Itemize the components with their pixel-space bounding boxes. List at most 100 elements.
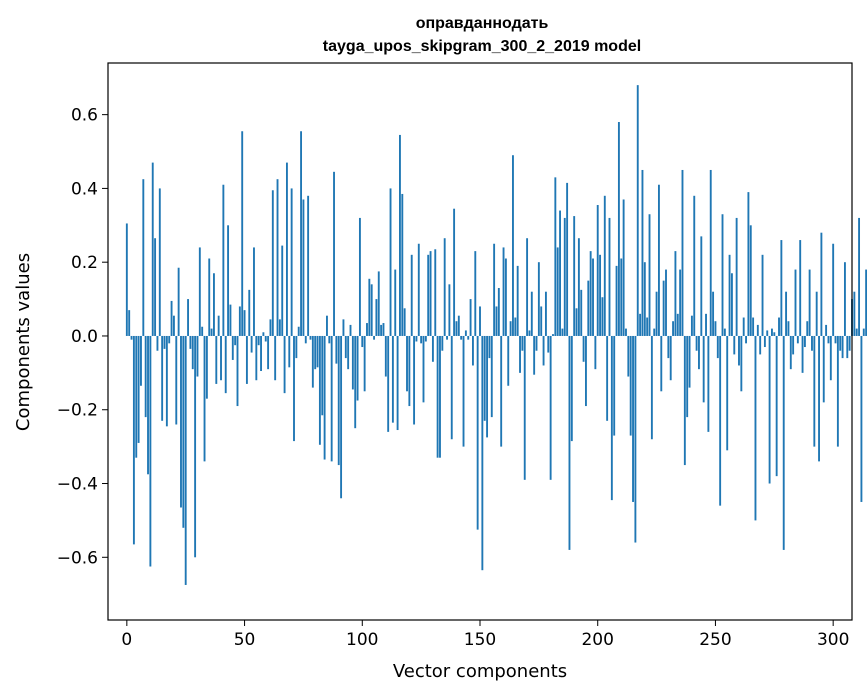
bar: [474, 251, 477, 336]
bar: [347, 335, 350, 370]
bar: [693, 195, 696, 336]
bar: [293, 335, 295, 442]
bar: [399, 134, 401, 336]
bar: [436, 335, 439, 458]
bar: [672, 321, 675, 336]
bar: [142, 179, 145, 336]
bar: [686, 335, 689, 418]
bar: [622, 199, 625, 336]
bar: [674, 251, 677, 336]
bar: [613, 335, 616, 436]
bar: [135, 335, 138, 458]
bar: [288, 335, 291, 368]
chart-subtitle: tayga_upos_skipgram_300_2_2019 model: [323, 38, 641, 55]
bar: [855, 328, 858, 336]
bar: [763, 335, 766, 348]
bar: [497, 288, 500, 336]
bar: [130, 335, 133, 340]
bar: [740, 335, 743, 392]
bar: [180, 335, 182, 508]
x-tick-label: 300: [817, 630, 849, 650]
bar: [716, 335, 719, 359]
y-axis-ticks: −0.6 −0.4 −0.2 0.0 0.2 0.4 0.6: [57, 106, 108, 568]
bar: [366, 323, 368, 336]
bar: [479, 306, 481, 336]
bar: [657, 184, 660, 336]
bar: [149, 335, 152, 567]
bar: [189, 335, 192, 349]
bar: [702, 335, 705, 403]
bar: [253, 247, 255, 336]
bar: [304, 335, 307, 344]
y-tick-label: −0.2: [57, 401, 98, 421]
bar: [307, 195, 310, 336]
bar: [439, 335, 441, 458]
x-tick-label: 150: [464, 630, 496, 650]
bar: [575, 308, 578, 336]
bar: [580, 289, 583, 336]
bar: [761, 254, 764, 336]
bar: [333, 171, 335, 336]
bar: [295, 335, 298, 359]
bar: [363, 335, 366, 392]
bar: [745, 335, 747, 344]
bar: [610, 335, 613, 501]
bar: [158, 188, 161, 336]
bar: [568, 335, 571, 550]
bar: [165, 335, 168, 427]
bar: [662, 280, 665, 336]
bar: [733, 335, 736, 355]
bar: [540, 306, 543, 336]
bar: [337, 335, 340, 466]
bar: [509, 321, 512, 336]
bar: [177, 267, 180, 336]
bar: [865, 269, 867, 336]
bar: [860, 335, 863, 502]
bar: [424, 335, 427, 342]
bar: [236, 335, 239, 407]
bar: [796, 335, 799, 344]
bar: [648, 214, 651, 336]
bar: [401, 193, 404, 336]
bar: [730, 273, 733, 336]
bar: [408, 335, 411, 407]
bar: [488, 335, 491, 359]
bar: [601, 297, 604, 336]
bar: [205, 335, 208, 399]
bar: [137, 335, 140, 443]
bar: [735, 217, 738, 336]
bar: [554, 177, 557, 336]
bar: [766, 330, 769, 336]
bar: [650, 335, 653, 440]
bar: [632, 335, 634, 502]
bar: [573, 216, 576, 336]
y-tick-label: 0.0: [71, 327, 98, 347]
y-tick-label: 0.6: [71, 106, 98, 126]
bar: [241, 131, 244, 336]
bar: [210, 328, 213, 336]
bar: [521, 335, 524, 351]
bar: [220, 335, 222, 381]
bar: [215, 335, 218, 384]
bar: [276, 179, 279, 336]
bar: [222, 184, 225, 336]
bar: [563, 217, 566, 336]
bar: [544, 291, 547, 336]
bar: [330, 335, 333, 462]
bar: [493, 243, 496, 336]
bar: [519, 335, 521, 373]
bar: [679, 269, 682, 336]
bar: [709, 169, 712, 336]
bar: [556, 247, 559, 336]
bar: [794, 269, 797, 336]
bar: [606, 335, 609, 421]
bar: [808, 269, 811, 336]
bar: [752, 317, 755, 336]
bar: [742, 317, 745, 336]
bar: [194, 335, 197, 558]
bar: [825, 324, 828, 336]
x-tick-label: 250: [699, 630, 731, 650]
bar: [636, 85, 639, 336]
bar: [490, 335, 493, 418]
